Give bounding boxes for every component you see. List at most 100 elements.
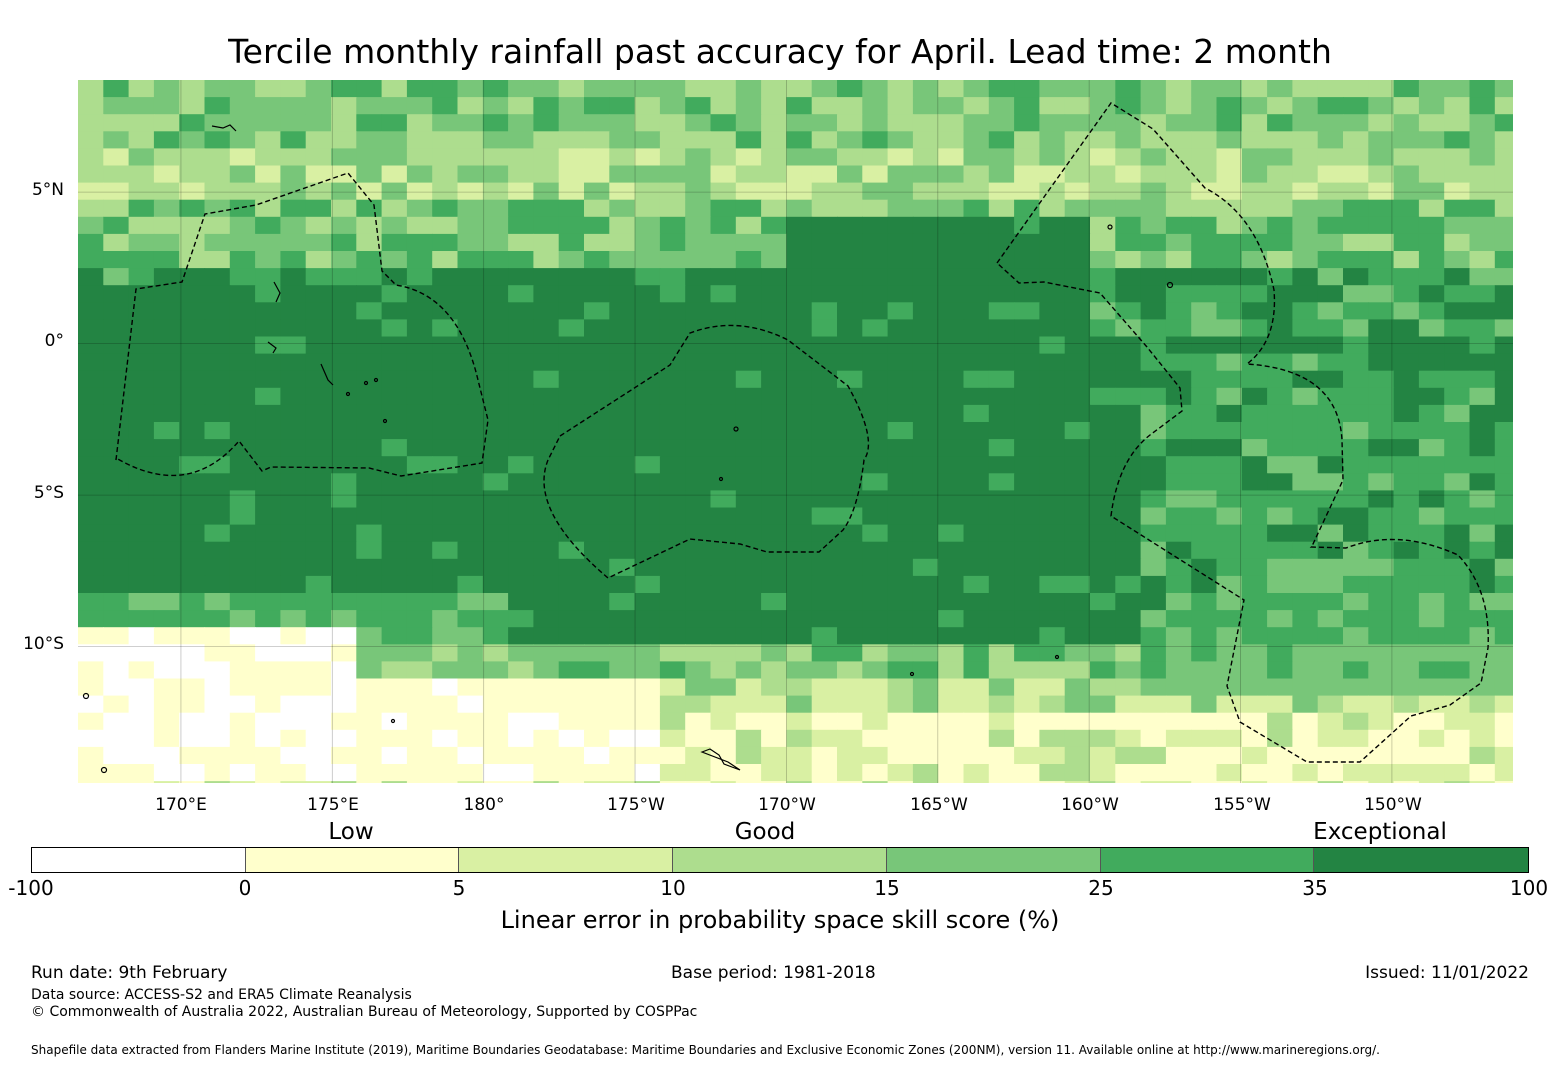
skill-cell bbox=[1494, 216, 1513, 235]
skill-cell bbox=[1165, 387, 1192, 406]
skill-cell bbox=[761, 233, 787, 252]
skill-cell bbox=[1064, 268, 1091, 286]
skill-cell bbox=[609, 319, 636, 338]
skill-cell bbox=[533, 746, 560, 765]
skill-cell bbox=[153, 80, 180, 98]
skill-cell bbox=[1469, 712, 1496, 731]
skill-cell bbox=[1241, 387, 1268, 406]
colorbar-category-low: Low bbox=[328, 819, 374, 845]
island-outline bbox=[909, 671, 915, 677]
skill-cell bbox=[229, 456, 256, 474]
skill-cell bbox=[78, 199, 104, 218]
skill-cell bbox=[1368, 182, 1395, 201]
skill-cell bbox=[1165, 302, 1192, 320]
skill-cell bbox=[1444, 712, 1471, 731]
skill-cell bbox=[331, 627, 357, 645]
skill-cell bbox=[786, 439, 813, 457]
skill-cell bbox=[305, 644, 332, 662]
skill-cell bbox=[963, 148, 990, 167]
skill-cell bbox=[887, 182, 914, 201]
skill-cell bbox=[1343, 541, 1369, 560]
skill-cell bbox=[609, 422, 636, 440]
skill-cell bbox=[179, 370, 206, 389]
skill-cell bbox=[963, 627, 990, 645]
skill-cell bbox=[1064, 644, 1091, 662]
skill-cell bbox=[558, 593, 585, 611]
skill-cell bbox=[1241, 233, 1268, 252]
skill-cell bbox=[229, 610, 256, 628]
skill-cell bbox=[735, 336, 762, 355]
map-title: Tercile monthly rainfall past accuracy f… bbox=[228, 32, 1332, 71]
skill-cell bbox=[305, 610, 332, 628]
skill-cell bbox=[963, 695, 990, 714]
skill-cell bbox=[558, 507, 585, 526]
skill-cell bbox=[153, 165, 180, 184]
skill-cell bbox=[685, 97, 712, 115]
skill-cell bbox=[609, 302, 636, 320]
skill-cell bbox=[634, 456, 661, 474]
skill-cell bbox=[1090, 387, 1116, 406]
skill-cell bbox=[229, 490, 256, 509]
skill-cell bbox=[229, 80, 256, 98]
skill-cell bbox=[1444, 353, 1471, 372]
lon-label-175w: 175°W bbox=[607, 795, 665, 815]
skill-cell bbox=[533, 319, 560, 338]
skill-cell bbox=[1241, 302, 1268, 320]
skill-cell bbox=[1418, 80, 1445, 98]
skill-cell bbox=[128, 370, 155, 389]
skill-cell bbox=[1191, 575, 1218, 594]
skill-cell bbox=[1292, 319, 1319, 338]
skill-cell bbox=[862, 404, 889, 423]
island-outline bbox=[390, 718, 396, 724]
skill-cell bbox=[811, 199, 838, 218]
skill-cell bbox=[609, 729, 636, 748]
skill-cell bbox=[659, 216, 686, 235]
skill-cell bbox=[1090, 114, 1116, 132]
skill-cell bbox=[1267, 336, 1293, 355]
skill-cell bbox=[204, 746, 231, 765]
skill-cell bbox=[1267, 456, 1293, 474]
skill-cell bbox=[1191, 285, 1218, 303]
skill-cell bbox=[584, 456, 610, 474]
skill-cell bbox=[1090, 781, 1116, 783]
skill-cell bbox=[305, 199, 332, 218]
skill-cell bbox=[634, 97, 661, 115]
skill-cell bbox=[179, 233, 206, 252]
skill-cell bbox=[735, 165, 762, 184]
skill-cell bbox=[179, 404, 206, 423]
skill-cell bbox=[432, 456, 459, 474]
skill-cell bbox=[1241, 80, 1268, 98]
island-outline bbox=[273, 281, 281, 303]
skill-cell bbox=[153, 370, 180, 389]
island-outline bbox=[1166, 281, 1174, 289]
skill-cell bbox=[1393, 148, 1420, 167]
skill-cell bbox=[912, 644, 939, 662]
skill-cell bbox=[1444, 233, 1471, 252]
skill-cell bbox=[938, 558, 965, 577]
skill-cell bbox=[659, 575, 686, 594]
skill-cell bbox=[1343, 370, 1369, 389]
skill-cell bbox=[432, 729, 459, 748]
skill-cell bbox=[988, 268, 1015, 286]
skill-cell bbox=[229, 148, 256, 167]
skill-cell bbox=[634, 165, 661, 184]
skill-cell bbox=[887, 661, 914, 680]
skill-cell bbox=[558, 302, 585, 320]
skill-cell bbox=[406, 575, 433, 594]
skill-cell bbox=[1343, 199, 1369, 218]
skill-cell bbox=[1292, 199, 1319, 218]
skill-cell bbox=[1494, 695, 1513, 714]
skill-cell bbox=[1368, 490, 1395, 509]
skill-cell bbox=[1140, 678, 1167, 697]
skill-cell bbox=[735, 114, 762, 132]
skill-cell bbox=[179, 781, 206, 783]
skill-cell bbox=[78, 593, 104, 611]
skill-cell bbox=[128, 114, 155, 132]
skill-cell bbox=[862, 251, 889, 269]
skill-cell bbox=[912, 541, 939, 560]
lat-label-5n: 5°N bbox=[31, 180, 64, 200]
skill-cell bbox=[862, 746, 889, 765]
skill-cell bbox=[1267, 422, 1293, 440]
skill-cell bbox=[406, 114, 433, 132]
skill-cell bbox=[1469, 695, 1496, 714]
